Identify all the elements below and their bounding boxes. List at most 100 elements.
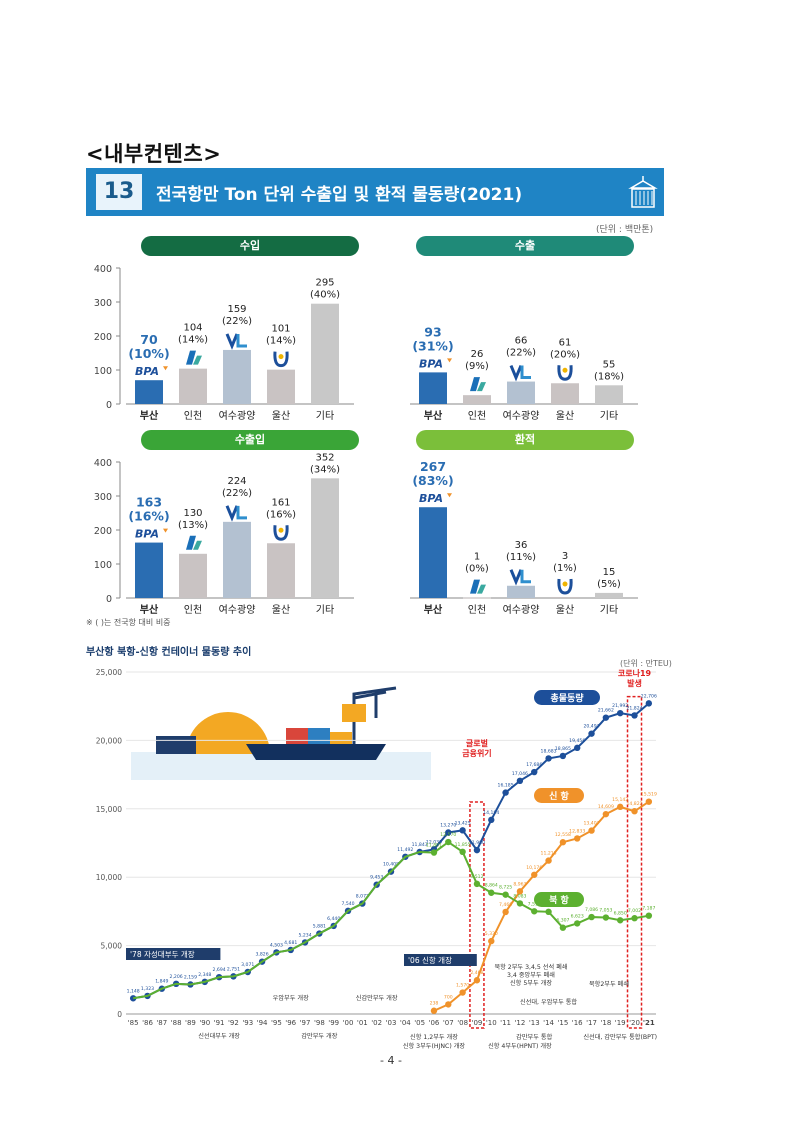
y-tick-label: 0 — [117, 1010, 122, 1019]
port-building-icon — [628, 176, 658, 208]
new-port-series-point — [616, 803, 624, 811]
ulsan-logo-dot — [562, 581, 568, 587]
data-value-label: 101 — [271, 324, 290, 335]
x-tick-label: '92 — [228, 1019, 239, 1027]
y-tick-label: 100 — [94, 366, 112, 377]
x-tick-label: '10 — [486, 1019, 497, 1027]
north-port-series-point — [531, 908, 538, 915]
trend-unit: (단위 : 만TEU) — [620, 659, 672, 668]
north-port-series-value: 7,187 — [642, 906, 655, 912]
bar-인천 — [463, 597, 491, 599]
x-tick-label: '18 — [600, 1019, 611, 1027]
x-tick-label: 여수광양 — [503, 604, 540, 616]
data-pct-label: (20%) — [550, 349, 580, 360]
total-series-point — [445, 829, 452, 836]
total-series-value: 11,843 — [412, 842, 428, 848]
yeosu-logo-icon — [225, 505, 239, 522]
north-port-series-point — [602, 914, 610, 921]
x-tick-label: 부산 — [140, 603, 159, 616]
new-port-series-point — [516, 888, 524, 895]
north-port-series-value: 7,510 — [528, 901, 541, 907]
data-pct-label: (40%) — [310, 290, 340, 301]
north-port-series-value: 7,002 — [628, 908, 641, 914]
north-port-series-value: 6,307 — [556, 918, 569, 924]
x-tick-label: '12 — [514, 1019, 525, 1027]
north-port-series-point — [559, 924, 567, 931]
bar-여수광양 — [223, 349, 251, 404]
data-value-label: 26 — [471, 349, 484, 360]
data-pct-label: (83%) — [412, 473, 453, 488]
north-port-series-point — [502, 891, 509, 898]
x-tick-label: '85 — [128, 1019, 139, 1027]
pill-transship: 환적 — [416, 430, 634, 450]
new-port-series-point — [574, 835, 581, 842]
data-pct-label: (22%) — [222, 488, 252, 499]
total-series-value: 3,071 — [241, 962, 254, 968]
new-port-series-point — [445, 1001, 452, 1008]
bar-기타 — [595, 592, 623, 598]
bar-인천 — [463, 395, 491, 404]
bar-기타 — [595, 385, 623, 404]
bar-여수광양 — [223, 521, 251, 598]
north-port-series-value: 9,512 — [470, 874, 483, 880]
yeosu-logo-icon-part — [520, 569, 531, 584]
badge-new — [534, 788, 584, 803]
total-series-point — [473, 846, 481, 854]
incheon-logo-icon — [186, 535, 196, 550]
yeosu-logo-icon — [509, 569, 523, 586]
total-series-point — [559, 752, 567, 760]
bpa-logo: BPA — [135, 528, 159, 541]
data-value-label: 66 — [515, 336, 528, 347]
new-port-series-value: 7,460 — [499, 902, 512, 908]
x-tick-label: 울산 — [272, 410, 290, 422]
x-tick-label: '15 — [557, 1019, 568, 1027]
annotation-1978-label: '78 자성대부두 개장 — [130, 949, 195, 959]
data-pct-label: (5%) — [597, 579, 621, 590]
crane-container — [342, 704, 366, 722]
ulsan-logo-icon — [273, 351, 289, 368]
new-port-series-value: 12,833 — [569, 828, 585, 834]
total-series-point — [545, 755, 552, 762]
x-tick-label: '00 — [343, 1019, 354, 1027]
new-port-series-point — [473, 977, 481, 984]
x-tick-label: 여수광양 — [219, 604, 256, 616]
new-port-series-value: 1,570 — [456, 983, 469, 989]
north-port-series-value: 7,053 — [599, 908, 612, 914]
annotation-2010: 신항 4부두(HPNT) 개장 — [488, 1042, 552, 1050]
x-tick-label: '96 — [285, 1019, 296, 1027]
bar-부산 — [419, 507, 447, 598]
bar-인천 — [179, 553, 207, 598]
y-tick-label: 300 — [94, 298, 112, 309]
new-port-series-point — [588, 827, 595, 834]
annotation-1996: 우암부두 개장 — [273, 994, 309, 1002]
north-port-series-point — [545, 908, 552, 916]
bar-울산 — [267, 369, 295, 404]
total-series-value: 13,425 — [455, 820, 471, 826]
north-port-series-value: 8,725 — [499, 885, 512, 891]
total-series-point — [602, 714, 610, 721]
y-tick-label: 0 — [106, 400, 112, 411]
x-tick-label: 울산 — [272, 604, 290, 616]
badge-north — [534, 892, 584, 907]
north-port-series-point — [459, 848, 466, 856]
bar-기타 — [311, 478, 339, 598]
x-tick-label: 부산 — [140, 409, 159, 422]
bar-울산 — [551, 383, 579, 404]
new-port-series-line — [433, 800, 650, 1012]
total-series-point — [574, 744, 581, 752]
north-port-series-point — [631, 915, 638, 922]
north-port-series-value: 8,864 — [485, 883, 498, 889]
total-series-value: 7,540 — [341, 901, 354, 907]
incheon-logo-icon — [470, 579, 480, 594]
north-port-series-point — [616, 917, 624, 924]
crisis-label-covid: 코로나19 — [618, 668, 652, 678]
annotation-2006-c: 신항 3부두(HJNC) 개장 — [403, 1042, 466, 1050]
pill-export: 수출 — [416, 236, 634, 256]
data-pct-label: (11%) — [506, 552, 536, 563]
y-tick-label: 400 — [94, 458, 112, 469]
total-series-point — [502, 789, 509, 796]
crisis-box-gfc — [469, 801, 485, 1029]
annotation-2009: 신항 5부두 개장 — [510, 979, 552, 987]
total-series-value: 2,348 — [198, 972, 211, 978]
data-value-label: 130 — [183, 508, 202, 519]
